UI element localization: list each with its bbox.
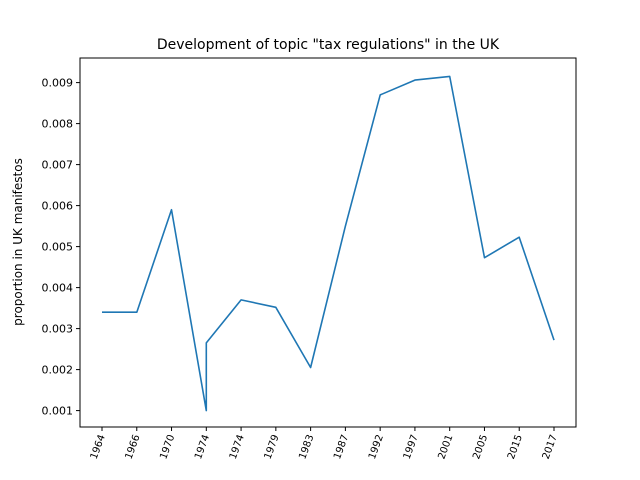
x-tick-label: 2001 <box>436 433 455 461</box>
y-tick-label: 0.007 <box>42 159 74 172</box>
x-tick-label: 1997 <box>402 433 421 461</box>
x-tick-label: 1974 <box>228 433 247 461</box>
y-axis-label: proportion in UK manifestos <box>11 158 25 326</box>
y-axis: 0.001 0.002 0.003 0.004 0.005 0.006 0.007 0.008… <box>42 77 80 418</box>
series-line <box>102 75 555 412</box>
x-tick-label: 1983 <box>297 433 316 461</box>
y-tick-label: 0.002 <box>42 364 74 377</box>
y-tick-label: 0.004 <box>42 282 74 295</box>
x-tick-label: 1987 <box>332 433 351 461</box>
x-tick-label: 1979 <box>263 433 282 461</box>
x-tick-label: 2015 <box>506 433 525 461</box>
chart-title: Development of topic "tax regulations" i… <box>157 37 500 53</box>
x-tick-label: 1964 <box>89 433 108 461</box>
plot-area <box>79 57 577 428</box>
x-tick-label: 1992 <box>367 433 386 461</box>
y-tick-label: 0.005 <box>42 241 74 254</box>
x-axis: 1964 1966 1970 1974 1974 1979 1983 1987 1992 1997… <box>89 427 560 461</box>
x-tick-label: 2017 <box>541 433 560 461</box>
y-tick-label: 0.009 <box>42 77 74 90</box>
y-tick-label: 0.008 <box>42 118 74 131</box>
y-tick-label: 0.006 <box>42 200 74 213</box>
x-tick-label: 1974 <box>193 433 212 461</box>
x-tick-label: 1966 <box>124 433 143 461</box>
x-tick-label: 2005 <box>471 433 490 461</box>
y-tick-label: 0.001 <box>42 405 74 418</box>
x-tick-label: 1970 <box>158 433 177 461</box>
y-tick-label: 0.003 <box>42 323 74 336</box>
